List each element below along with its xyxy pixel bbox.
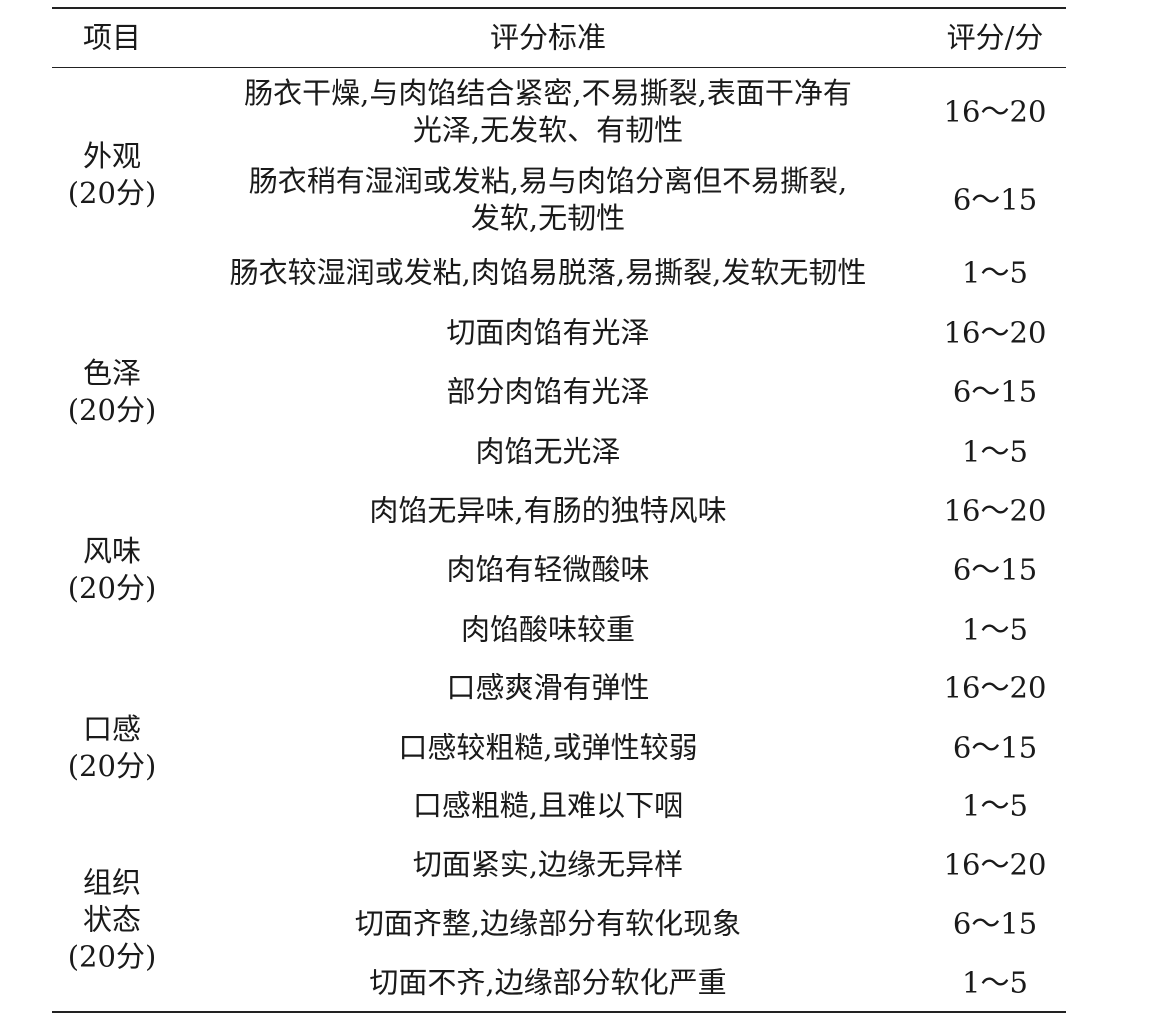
criteria-cell: 口感爽滑有弹性 (172, 670, 924, 707)
criteria-cell: 肠衣干燥,与肉馅结合紧密,不易撕裂,表面干净有 光泽,无发软、有韧性 (172, 75, 924, 149)
header-score: 评分/分 (946, 20, 1044, 55)
criteria-cell: 切面紧实,边缘无异样 (172, 847, 924, 884)
criteria-cell: 肉馅有轻微酸味 (172, 552, 924, 589)
group-label: 色泽 (20分) (52, 355, 172, 429)
group-label-line: (20分) (67, 571, 157, 605)
criteria-cell-line: 口感粗糙,且难以下咽 (412, 788, 684, 823)
group-label: 外观 (20分) (52, 138, 172, 212)
group-label-line: (20分) (67, 939, 157, 974)
score-cell: 16～20 (943, 315, 1047, 350)
group-label-line: 风味 (82, 534, 141, 568)
criteria-cell-line: 部分肉馅有光泽 (446, 374, 650, 409)
score-cell: 6～15 (952, 374, 1038, 409)
group-label: 风味 (20分) (52, 533, 172, 607)
criteria-cell-line: 切面不齐,边缘部分软化严重 (369, 965, 727, 1000)
group-label-line: 外观 (82, 139, 141, 173)
criteria-cell-line: 口感爽滑有弹性 (446, 670, 650, 705)
group-label-line: (20分) (67, 393, 157, 427)
header-item: 项目 (82, 20, 141, 55)
group-label-line: 口感 (82, 712, 141, 746)
group-label-line: 状态 (82, 902, 141, 937)
criteria-cell-line: 肠衣较湿润或发粘,肉馅易脱落,易撕裂,发软无韧性 (229, 255, 867, 290)
score-cell: 16～20 (943, 94, 1047, 129)
header-rule (52, 67, 1066, 68)
group-label-line: 色泽 (82, 356, 141, 390)
criteria-cell-line: 光泽,无发软、有韧性 (412, 113, 684, 147)
criteria-cell: 切面肉馅有光泽 (172, 315, 924, 352)
criteria-cell-line: 切面肉馅有光泽 (446, 315, 650, 350)
bottom-rule (52, 1011, 1066, 1013)
criteria-cell-line: 口感较粗糙,或弹性较弱 (398, 730, 698, 765)
criteria-cell-line: 切面紧实,边缘无异样 (412, 847, 684, 882)
header-criteria: 评分标准 (489, 20, 606, 55)
criteria-cell: 肠衣较湿润或发粘,肉馅易脱落,易撕裂,发软无韧性 (172, 255, 924, 292)
criteria-cell-line: 肉馅无光泽 (475, 434, 621, 469)
score-cell: 6～15 (952, 552, 1038, 587)
group-label-line: 组织 (82, 865, 141, 900)
criteria-cell: 肉馅无光泽 (172, 434, 924, 471)
score-cell: 1～5 (962, 965, 1028, 1000)
criteria-cell-line: 肉馅有轻微酸味 (446, 552, 650, 587)
criteria-cell-line: 肉馅无异味,有肠的独特风味 (369, 493, 727, 528)
criteria-cell-line: 肠衣干燥,与肉馅结合紧密,不易撕裂,表面干净有 (244, 76, 852, 110)
top-rule (52, 7, 1066, 9)
score-cell: 1～5 (962, 612, 1028, 647)
criteria-cell-line: 切面齐整,边缘部分有软化现象 (354, 906, 742, 941)
criteria-cell: 肉馅无异味,有肠的独特风味 (172, 493, 924, 530)
score-cell: 6～15 (952, 182, 1038, 217)
criteria-cell: 切面齐整,边缘部分有软化现象 (172, 906, 924, 943)
score-cell: 16～20 (943, 847, 1047, 882)
criteria-cell-line: 发软,无韧性 (470, 201, 626, 235)
score-cell: 16～20 (943, 493, 1047, 528)
criteria-cell: 部分肉馅有光泽 (172, 374, 924, 411)
criteria-cell-line: 肉馅酸味较重 (460, 612, 635, 647)
group-label-line: (20分) (67, 176, 157, 210)
score-cell: 1～5 (962, 255, 1028, 290)
score-cell: 1～5 (962, 788, 1028, 823)
criteria-cell: 切面不齐,边缘部分软化严重 (172, 965, 924, 1002)
score-cell: 1～5 (962, 434, 1028, 469)
criteria-cell: 口感粗糙,且难以下咽 (172, 788, 924, 825)
group-label: 组织 状态 (20分) (52, 865, 172, 976)
criteria-cell: 肉馅酸味较重 (172, 612, 924, 649)
group-label: 口感 (20分) (52, 711, 172, 785)
score-cell: 16～20 (943, 670, 1047, 705)
criteria-cell: 口感较粗糙,或弹性较弱 (172, 730, 924, 767)
score-cell: 6～15 (952, 906, 1038, 941)
group-label-line: (20分) (67, 749, 157, 783)
criteria-cell: 肠衣稍有湿润或发粘,易与肉馅分离但不易撕裂, 发软,无韧性 (172, 163, 924, 237)
criteria-cell-line: 肠衣稍有湿润或发粘,易与肉馅分离但不易撕裂, (248, 164, 848, 198)
score-cell: 6～15 (952, 730, 1038, 765)
